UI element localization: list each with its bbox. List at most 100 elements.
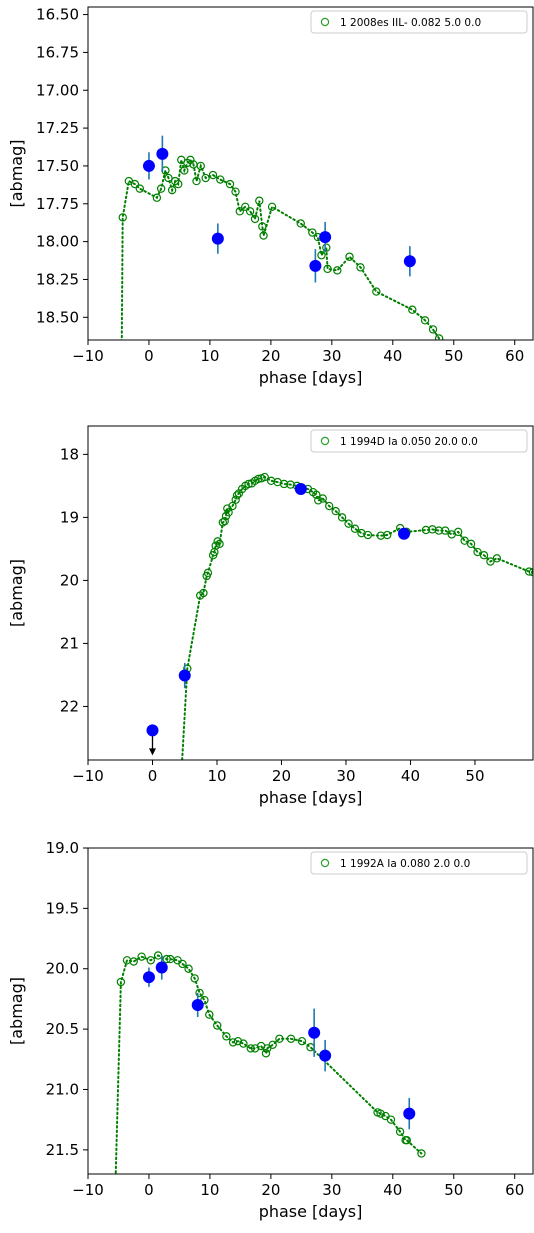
template-point [201, 173, 210, 183]
template-point [130, 179, 140, 189]
template-point [246, 1044, 255, 1053]
template-point [177, 778, 184, 785]
chart-panel-2: −10 0 10 20 30 40 50 18 19 20 21 22 phase [days] [abm… [7, 425, 534, 807]
template-point [322, 243, 331, 252]
x-tick-label: 30 [322, 347, 341, 365]
observed-point [403, 1107, 416, 1120]
y-tick-label: 19.5 [46, 899, 79, 917]
y-tick-label: 22 [60, 697, 79, 715]
template-point [129, 957, 138, 966]
x-tick-label: 50 [465, 767, 484, 785]
template-point [225, 179, 235, 189]
template-point [164, 173, 173, 183]
template-point [215, 539, 224, 549]
x-tick-label: −10 [72, 1181, 104, 1199]
template-point [318, 494, 327, 503]
y-axis-label: [abmag] [7, 559, 26, 627]
y-tick-label: 19 [60, 508, 79, 526]
x-tick-label: −10 [72, 347, 104, 365]
template-point [224, 508, 233, 517]
legend-marker [320, 858, 330, 868]
observed-point [191, 998, 204, 1011]
chart-panel-3: −10 0 10 20 30 40 50 60 19.0 19.5 20.0 20.5 21.0 21.5… [7, 839, 534, 1221]
template-point [528, 568, 533, 577]
x-axis-label: phase [days] [259, 788, 363, 807]
template-curve-line [114, 954, 423, 1174]
template-point [434, 526, 444, 535]
legend-marker [320, 436, 330, 446]
template-point [345, 252, 354, 261]
x-tick-label: 10 [207, 767, 226, 785]
template-point [232, 491, 242, 500]
y-tick-label: 17.50 [36, 157, 79, 175]
x-tick-label: −10 [72, 767, 104, 785]
template-point [333, 266, 342, 275]
template-point [167, 185, 177, 195]
y-tick-label: 21.5 [46, 1141, 79, 1159]
x-tick-label: 20 [261, 347, 280, 365]
template-point [441, 526, 450, 535]
template-point [190, 974, 199, 983]
chart-panel-1: −10 0 10 20 30 40 50 60 16.50 16.75 17.00 17.25 17.5… [7, 6, 534, 387]
template-point [296, 219, 305, 228]
template-point [402, 1135, 412, 1145]
template-point [174, 179, 183, 189]
observed-point [294, 483, 307, 496]
template-point [196, 161, 205, 171]
x-tick-label: 0 [148, 767, 158, 785]
template-point [223, 504, 232, 513]
y-axis-label: [abmag] [7, 140, 26, 208]
y-tick-label: 18 [60, 445, 79, 463]
y-tick-label: 18.00 [36, 233, 79, 251]
y-tick-label: 21.0 [46, 1080, 79, 1098]
template-point [235, 207, 244, 216]
observed-point [308, 1026, 321, 1039]
template-point [337, 513, 347, 522]
observed-point [142, 971, 155, 984]
template-point [228, 501, 237, 511]
template-point [323, 264, 332, 274]
y-tick-label: 18.25 [36, 270, 79, 288]
template-point [317, 251, 326, 260]
y-tick-label: 20.0 [46, 960, 79, 978]
x-tick-label: 60 [505, 347, 524, 365]
template-point [350, 524, 360, 533]
template-point [479, 550, 489, 560]
y-tick-label: 16.75 [36, 43, 79, 61]
x-tick-label: 50 [444, 1181, 463, 1199]
template-curve-line [120, 158, 441, 340]
template-point [259, 231, 268, 240]
template-point [146, 956, 155, 965]
template-point [267, 202, 277, 211]
x-tick-label: 30 [322, 1181, 341, 1199]
plot-frame [87, 847, 534, 1175]
template-point [213, 537, 222, 546]
template-point [314, 496, 323, 505]
template-point [372, 287, 381, 296]
template-point [222, 1032, 231, 1041]
plot-area [114, 951, 426, 1174]
template-point [386, 1115, 396, 1124]
template-point [279, 479, 289, 489]
x-tick-label: 40 [383, 1181, 402, 1199]
template-point [231, 187, 240, 196]
template-point [466, 539, 476, 549]
template-point [308, 228, 317, 237]
template-point [376, 531, 385, 540]
observed-point [155, 961, 168, 974]
legend-marker [320, 17, 330, 27]
y-tick-label: 17.00 [36, 81, 79, 99]
y-tick-label: 16.50 [36, 6, 79, 24]
template-curve-line [181, 475, 533, 760]
x-tick-label: 10 [200, 347, 219, 365]
observed-point [319, 231, 332, 244]
template-point [239, 1039, 248, 1048]
template-point [408, 305, 417, 314]
upper-limit-arrow-head [148, 748, 156, 756]
template-point [178, 959, 187, 969]
template-point [331, 506, 340, 516]
template-point [250, 214, 260, 224]
template-point [453, 527, 463, 537]
template-point [376, 1109, 385, 1118]
x-tick-label: 50 [444, 347, 463, 365]
